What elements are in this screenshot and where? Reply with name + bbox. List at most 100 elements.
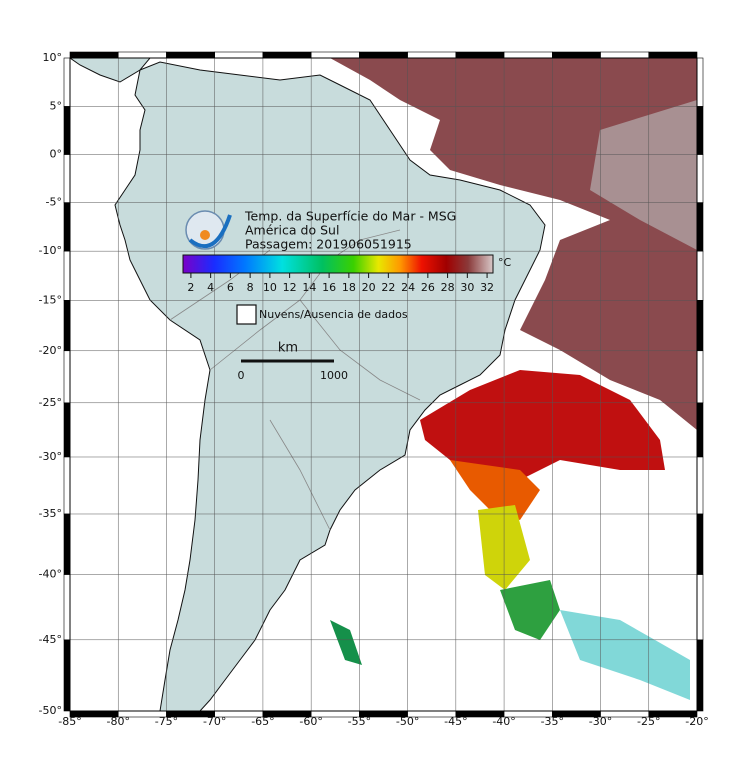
lat-tick-label: -20° bbox=[39, 344, 62, 357]
scale-unit: km bbox=[278, 341, 298, 356]
lat-tick-label: 10° bbox=[43, 51, 63, 64]
sst-green-spot bbox=[330, 620, 362, 665]
colorbar-tick-label: 12 bbox=[283, 281, 297, 294]
colorbar-tick-label: 22 bbox=[381, 281, 395, 294]
frame-segment bbox=[503, 51, 553, 59]
axis-labels: -85° -80° -75° -70° -65° -60° -55° -50° -45° -40°… bbox=[39, 51, 709, 728]
title-line: América do Sul bbox=[245, 223, 339, 238]
frame-segment bbox=[696, 57, 704, 107]
frame-segment bbox=[262, 51, 312, 59]
map-area bbox=[70, 58, 697, 711]
frame-border bbox=[69, 57, 698, 712]
frame-segment bbox=[63, 57, 71, 107]
borders bbox=[169, 229, 421, 531]
colorbar-tick-label: 26 bbox=[421, 281, 435, 294]
frame-segment bbox=[63, 154, 71, 203]
lon-tick-label: -80° bbox=[106, 715, 129, 728]
lon-tick-label: -75° bbox=[155, 715, 178, 728]
lat-tick-label: -40° bbox=[39, 568, 62, 581]
frame-segment bbox=[696, 106, 704, 155]
frame-segment bbox=[63, 402, 71, 458]
frame-segment bbox=[455, 51, 505, 59]
scale-label: 0 bbox=[238, 369, 245, 382]
lon-tick-label: -60° bbox=[299, 715, 322, 728]
frame-segment bbox=[310, 51, 360, 59]
frame-segment bbox=[600, 51, 650, 59]
lat-tick-label: 5° bbox=[50, 99, 63, 112]
sst-green bbox=[500, 580, 560, 640]
frame-segment bbox=[63, 574, 71, 641]
colorbar-tick-label: 10 bbox=[263, 281, 277, 294]
frame-segment bbox=[166, 51, 215, 59]
frame-segment bbox=[63, 106, 71, 155]
frame-segment bbox=[696, 513, 704, 575]
colorbar-tick-label: 30 bbox=[460, 281, 474, 294]
frame-segment bbox=[63, 639, 71, 712]
lon-tick-label: -55° bbox=[348, 715, 371, 728]
graticule bbox=[70, 58, 697, 711]
sst-orange bbox=[450, 460, 540, 520]
colorbar-tick-label: 16 bbox=[322, 281, 336, 294]
colorbar-ticks: 2 4 6 8 10 12 14 16 18 20 22 24 26 28 30 32 bbox=[187, 273, 494, 294]
frame-segment bbox=[69, 51, 119, 59]
frame-segment bbox=[552, 51, 601, 59]
logo bbox=[185, 210, 232, 250]
frame-segment bbox=[696, 202, 704, 252]
colorbar bbox=[182, 254, 494, 274]
sst-warmest bbox=[590, 100, 697, 250]
lat-tick-label: -35° bbox=[39, 507, 62, 520]
lon-tick-label: -20° bbox=[685, 715, 708, 728]
colorbar-tick-label: 28 bbox=[441, 281, 455, 294]
frame-segment bbox=[214, 51, 264, 59]
lat-tick-label: -30° bbox=[39, 450, 62, 463]
colorbar-tick-label: 14 bbox=[302, 281, 316, 294]
lat-tick-label: -45° bbox=[39, 633, 62, 646]
lat-tick-label: 0° bbox=[50, 148, 63, 161]
sst-cyan bbox=[560, 610, 690, 700]
frame-segment bbox=[63, 456, 71, 515]
colorbar-tick-label: 4 bbox=[207, 281, 214, 294]
lon-tick-label: -40° bbox=[492, 715, 515, 728]
lon-tick-label: -35° bbox=[541, 715, 564, 728]
frame-segment bbox=[696, 250, 704, 301]
lat-tick-label: -15° bbox=[39, 293, 62, 306]
colorbar-tick-label: 2 bbox=[187, 281, 194, 294]
colorbar-tick-label: 32 bbox=[480, 281, 494, 294]
lat-tick-label: -50° bbox=[39, 704, 62, 717]
frame-segment bbox=[117, 51, 167, 59]
frame-segment bbox=[696, 456, 704, 515]
frame-segment bbox=[63, 300, 71, 352]
legend-swatch bbox=[236, 304, 257, 325]
lon-tick-label: -25° bbox=[637, 715, 660, 728]
frame-segment bbox=[63, 350, 71, 404]
title-line: Passagem: 201906051915 bbox=[245, 237, 412, 252]
frame-segment bbox=[407, 51, 457, 59]
colorbar-tick-label: 24 bbox=[401, 281, 415, 294]
colorbar-tick-label: 18 bbox=[342, 281, 356, 294]
frame-segment bbox=[63, 202, 71, 252]
frame-segment bbox=[648, 51, 698, 59]
frame-segment bbox=[696, 350, 704, 404]
frame-segment bbox=[696, 154, 704, 203]
lon-tick-label: -45° bbox=[444, 715, 467, 728]
colorbar-tick-label: 8 bbox=[247, 281, 254, 294]
lon-tick-label: -85° bbox=[58, 715, 81, 728]
frame-segment bbox=[696, 639, 704, 712]
lon-tick-label: -65° bbox=[251, 715, 274, 728]
lat-tick-label: -5° bbox=[46, 196, 62, 209]
frame-segment bbox=[696, 300, 704, 352]
map-frame bbox=[63, 51, 704, 718]
lat-tick-label: -25° bbox=[39, 396, 62, 409]
lon-tick-label: -70° bbox=[203, 715, 226, 728]
colorbar-unit: °C bbox=[498, 256, 512, 269]
colorbar-tick-label: 20 bbox=[362, 281, 376, 294]
title-line: Temp. da Superfície do Mar - MSG bbox=[244, 209, 456, 224]
legend-label: Nuvens/Ausencia de dados bbox=[259, 308, 408, 321]
lat-tick-label: -10° bbox=[39, 244, 62, 257]
lon-tick-label: -50° bbox=[396, 715, 419, 728]
frame-segment bbox=[63, 513, 71, 575]
sst-red bbox=[420, 370, 665, 480]
scale-label: 1000 bbox=[320, 369, 348, 382]
lon-tick-label: -30° bbox=[589, 715, 612, 728]
